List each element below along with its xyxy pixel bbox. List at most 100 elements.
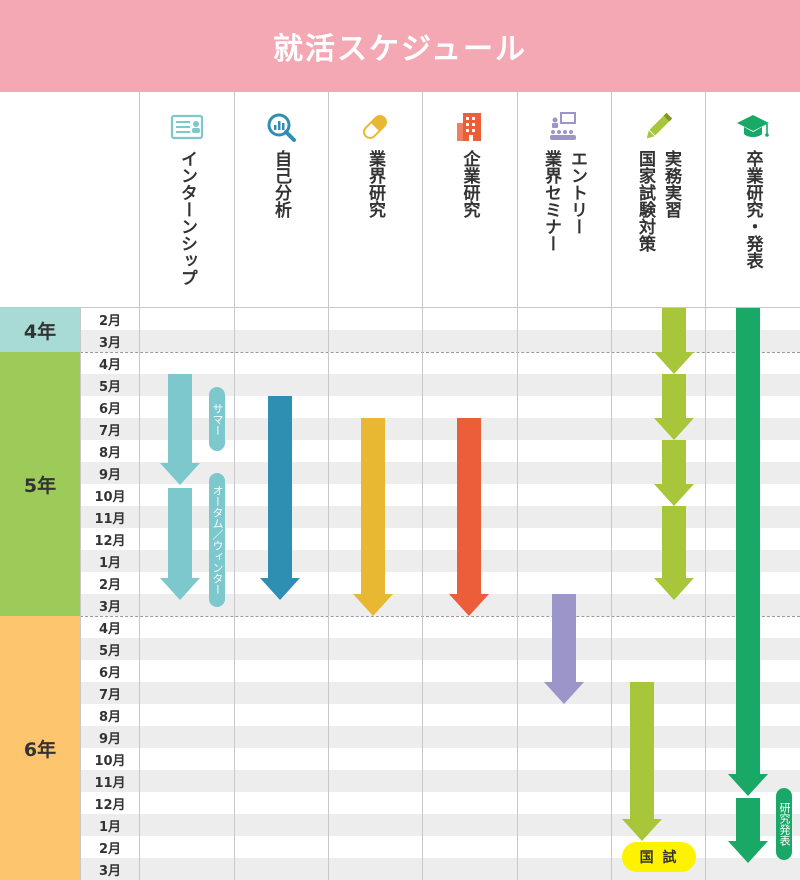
- grid-line: [517, 92, 518, 880]
- month-row: [80, 352, 800, 374]
- month-row: [80, 308, 800, 330]
- year-label: 4年: [0, 308, 80, 352]
- magnifier-chart-icon: [264, 110, 298, 144]
- month-row: [80, 572, 800, 594]
- month-row: [80, 726, 800, 748]
- month-row: [80, 594, 800, 616]
- month-label: 1月: [98, 555, 122, 571]
- month-row: [80, 858, 800, 880]
- column-label: 自己分析: [271, 150, 291, 218]
- month-row: [80, 704, 800, 726]
- month-row: [80, 550, 800, 572]
- arrow-exam-prep: [622, 682, 662, 841]
- column-header-self_analysis: 自己分析: [234, 92, 328, 308]
- seminar-icon: [547, 110, 581, 144]
- arrow-industry-research: [353, 418, 393, 616]
- page-title: 就活スケジュール: [0, 0, 800, 92]
- capsule-icon: [358, 110, 392, 144]
- column-header-area: [0, 92, 800, 308]
- month-row: [80, 506, 800, 528]
- grid-line: [139, 92, 140, 880]
- month-label: 2月: [98, 577, 122, 593]
- month-label: 6月: [98, 665, 122, 681]
- month-label: 4月: [98, 621, 122, 637]
- arrow-graduation-research: [728, 308, 768, 796]
- month-label: 10月: [94, 489, 126, 505]
- column-label: 卒業研究・発表: [742, 150, 763, 269]
- building-icon: [453, 110, 487, 144]
- grid-line: [422, 92, 423, 880]
- column-header-internship: インターンシップ: [140, 92, 234, 308]
- grid-line: [705, 92, 706, 880]
- column-label: 企業研究: [459, 150, 480, 218]
- arrow-company-research: [449, 418, 489, 616]
- arrow-internship-summer: [160, 374, 200, 485]
- column-label-line: 実務実習: [661, 150, 681, 218]
- column-label-line: 国家試験対策: [635, 150, 655, 252]
- column-header-exam_practice: 実務実習 国家試験対策: [611, 92, 705, 308]
- column-label-line: エントリー: [567, 150, 587, 235]
- month-label: 3月: [98, 863, 122, 879]
- month-row: [80, 660, 800, 682]
- month-label: 11月: [94, 775, 126, 791]
- month-label: 12月: [94, 797, 126, 813]
- header-bottom-line: [0, 307, 800, 308]
- column-label: 実務実習 国家試験対策: [632, 150, 684, 252]
- grid-line: [611, 92, 612, 880]
- month-row: [80, 770, 800, 792]
- month-label: 9月: [98, 731, 122, 747]
- graduation-cap-icon: [736, 110, 770, 144]
- column-label: エントリー 業界セミナー: [538, 150, 590, 252]
- month-row: [80, 374, 800, 396]
- arrow-self-analysis: [260, 396, 300, 600]
- autumn-winter-tag: オータム／ウィンター: [209, 473, 225, 607]
- month-label: 7月: [98, 687, 122, 703]
- grid-line: [328, 92, 329, 880]
- column-header-industry: 業界研究: [328, 92, 422, 308]
- month-label: 6月: [98, 401, 122, 417]
- month-label: 11月: [94, 511, 126, 527]
- month-row: [80, 682, 800, 704]
- month-label: 9月: [98, 467, 122, 483]
- month-row: [80, 418, 800, 440]
- month-row: [80, 528, 800, 550]
- month-row: [80, 330, 800, 352]
- month-row: [80, 396, 800, 418]
- month-label: 3月: [98, 599, 122, 615]
- month-row: [80, 616, 800, 638]
- research-presentation-tag: 研究発表: [776, 788, 792, 860]
- year-label: 6年: [0, 616, 80, 880]
- month-row: [80, 814, 800, 836]
- column-header-graduation: 卒業研究・発表: [705, 92, 800, 308]
- arrow-practical-training: [654, 506, 694, 600]
- column-header-seminar: エントリー 業界セミナー: [517, 92, 611, 308]
- month-row: [80, 462, 800, 484]
- column-label-line: 業界セミナー: [541, 150, 561, 252]
- month-label: 5月: [98, 379, 122, 395]
- month-row: [80, 836, 800, 858]
- arrow-practical-training: [654, 440, 694, 506]
- month-row: [80, 484, 800, 506]
- grid-line: [234, 92, 235, 880]
- month-row: [80, 792, 800, 814]
- month-label: 2月: [98, 313, 122, 329]
- year-divider: [80, 352, 800, 353]
- month-label: 7月: [98, 423, 122, 439]
- arrow-internship-autumn-winter: [160, 488, 200, 600]
- month-label: 10月: [94, 753, 126, 769]
- month-label: 1月: [98, 819, 122, 835]
- national-exam-badge: 国 試: [622, 842, 696, 872]
- month-label: 12月: [94, 533, 126, 549]
- month-label: 3月: [98, 335, 122, 351]
- month-label: 8月: [98, 445, 122, 461]
- month-row: [80, 748, 800, 770]
- column-header-company: 企業研究: [422, 92, 517, 308]
- arrow-research-presentation: [728, 798, 768, 863]
- summer-tag: サマー: [209, 387, 225, 451]
- month-label: 2月: [98, 841, 122, 857]
- arrow-practical-training: [654, 308, 694, 374]
- year-label: 5年: [0, 352, 80, 616]
- column-label: 業界研究: [365, 150, 385, 218]
